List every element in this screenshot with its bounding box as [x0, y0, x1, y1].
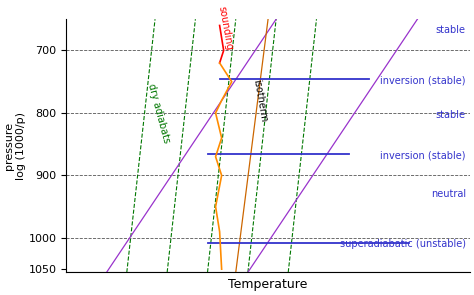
Text: stable: stable	[436, 110, 466, 120]
Text: superadiabatic (unstable): superadiabatic (unstable)	[340, 239, 466, 249]
X-axis label: Temperature: Temperature	[228, 278, 308, 291]
Text: isotherm: isotherm	[251, 78, 269, 123]
Text: inversion (stable): inversion (stable)	[380, 150, 466, 160]
Text: sounding: sounding	[217, 5, 235, 51]
Text: neutral: neutral	[431, 189, 466, 199]
Y-axis label: pressure
log (1000/p): pressure log (1000/p)	[4, 112, 26, 180]
Text: dry adiabats: dry adiabats	[146, 82, 172, 144]
Text: stable: stable	[436, 25, 466, 35]
Text: inversion (stable): inversion (stable)	[380, 76, 466, 86]
